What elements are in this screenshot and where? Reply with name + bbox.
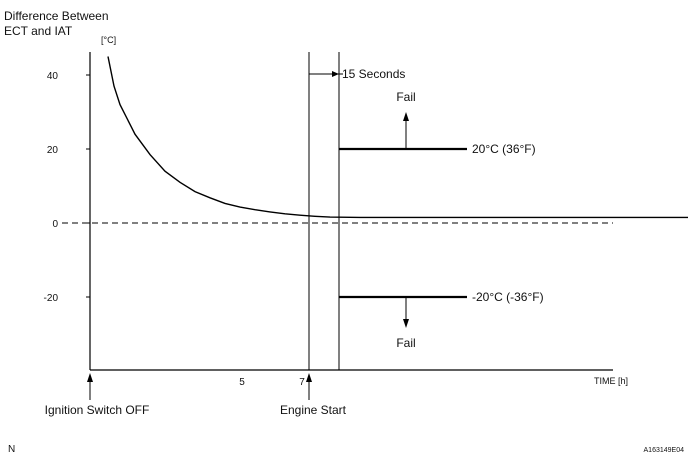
x-tick-label: 7 [299,377,305,388]
fail-label: Fail [396,90,415,104]
interval-label: 15 Seconds [342,67,405,81]
fail-arrow-head [403,112,409,121]
y-tick-label: 40 [47,71,59,82]
event-label: Engine Start [280,403,347,417]
y-axis-title-line-1: Difference Between [4,9,109,23]
fail-label: Fail [396,336,415,350]
x-axis-title: TIME [h] [594,376,628,386]
event-arrow-head [306,373,312,382]
y-tick-label: 20 [47,145,59,156]
x-tick-label: 5 [239,377,245,388]
event-label: Ignition Switch OFF [45,403,150,417]
y-axis-unit: [°C] [101,35,116,45]
threshold-label: 20°C (36°F) [472,142,536,156]
figure-code: A163149E04 [644,447,685,454]
interval-arrow-head [332,71,339,77]
y-tick-label: -20 [44,293,59,304]
threshold-label: -20°C (-36°F) [472,290,544,304]
corner-label-left: N [8,444,15,455]
fail-arrow-head [403,319,409,328]
y-tick-label: 0 [52,219,58,230]
y-axis-title-line-2: ECT and IAT [4,24,73,38]
event-arrow-head [87,373,93,382]
series-line-temp-difference [107,56,688,219]
